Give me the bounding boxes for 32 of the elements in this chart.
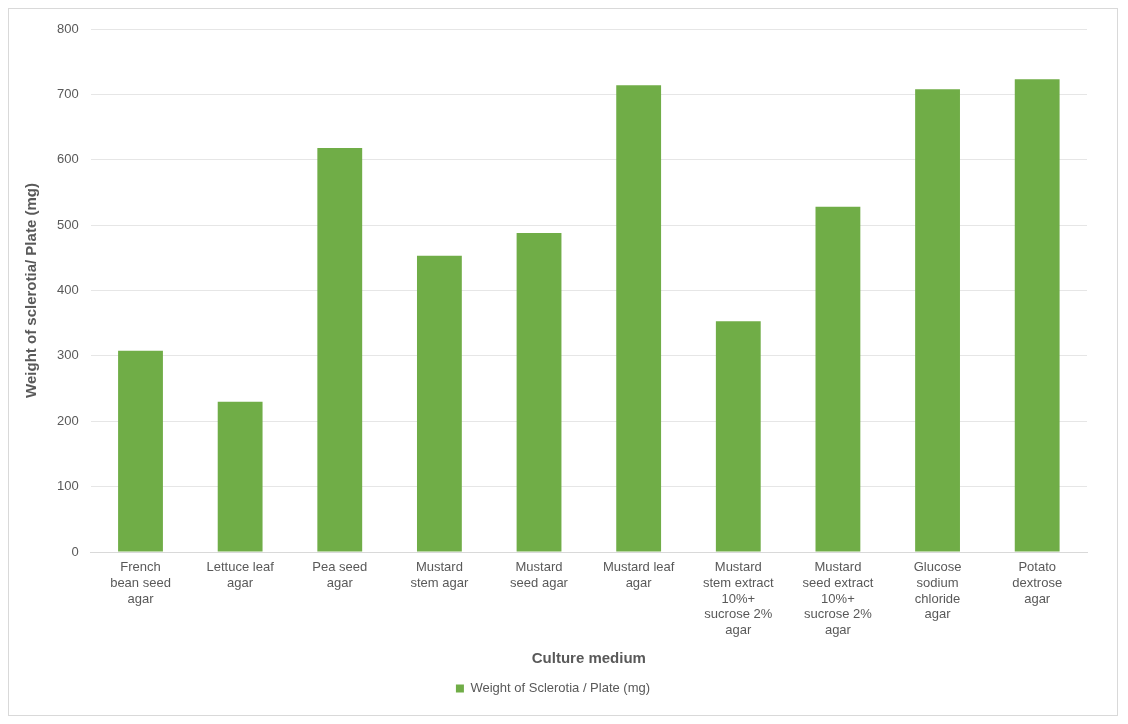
bar bbox=[416, 255, 462, 552]
x-tick-label: French bean seed agar bbox=[110, 559, 171, 606]
x-tick-label: Lettuce leaf agar bbox=[206, 559, 275, 590]
y-tick-label: 200 bbox=[56, 412, 79, 428]
bar bbox=[516, 232, 562, 552]
bar bbox=[815, 206, 861, 552]
y-tick-label: 0 bbox=[71, 543, 79, 559]
x-tick-label: Mustard stem agar bbox=[410, 559, 469, 590]
y-tick-label: 400 bbox=[56, 282, 79, 298]
y-tick-label: 500 bbox=[56, 216, 79, 232]
bar bbox=[317, 147, 363, 552]
bar bbox=[1014, 79, 1060, 552]
bar bbox=[217, 401, 263, 552]
bar bbox=[118, 350, 163, 552]
x-tick-label: Glucose sodium chloride agar bbox=[913, 559, 962, 622]
x-tick-label: Potato dextrose agar bbox=[1012, 559, 1063, 606]
x-tick-label: Mustard leaf agar bbox=[602, 559, 675, 590]
x-tick-label: Mustard stem extract 10%+ sucrose 2% agar bbox=[702, 559, 775, 637]
x-axis-title: Culture medium bbox=[531, 649, 646, 667]
y-axis-title: Weight of sclerotia/ Plate (mg) bbox=[22, 183, 40, 398]
bar bbox=[915, 89, 960, 552]
x-tick-label: Mustard seed agar bbox=[510, 559, 569, 590]
y-tick-label: 700 bbox=[56, 85, 79, 101]
legend-label: Weight of Sclerotia / Plate (mg) bbox=[470, 680, 651, 696]
y-tick-label: 100 bbox=[56, 478, 79, 494]
x-tick-label: Pea seed agar bbox=[312, 559, 368, 590]
bar bbox=[715, 321, 761, 552]
y-tick-label: 300 bbox=[56, 347, 79, 363]
bar bbox=[616, 85, 662, 552]
y-tick-label: 600 bbox=[56, 151, 79, 167]
y-tick-label: 800 bbox=[56, 20, 79, 36]
x-tick-label: Mustard seed extract 10%+ sucrose 2% agar bbox=[802, 559, 874, 637]
